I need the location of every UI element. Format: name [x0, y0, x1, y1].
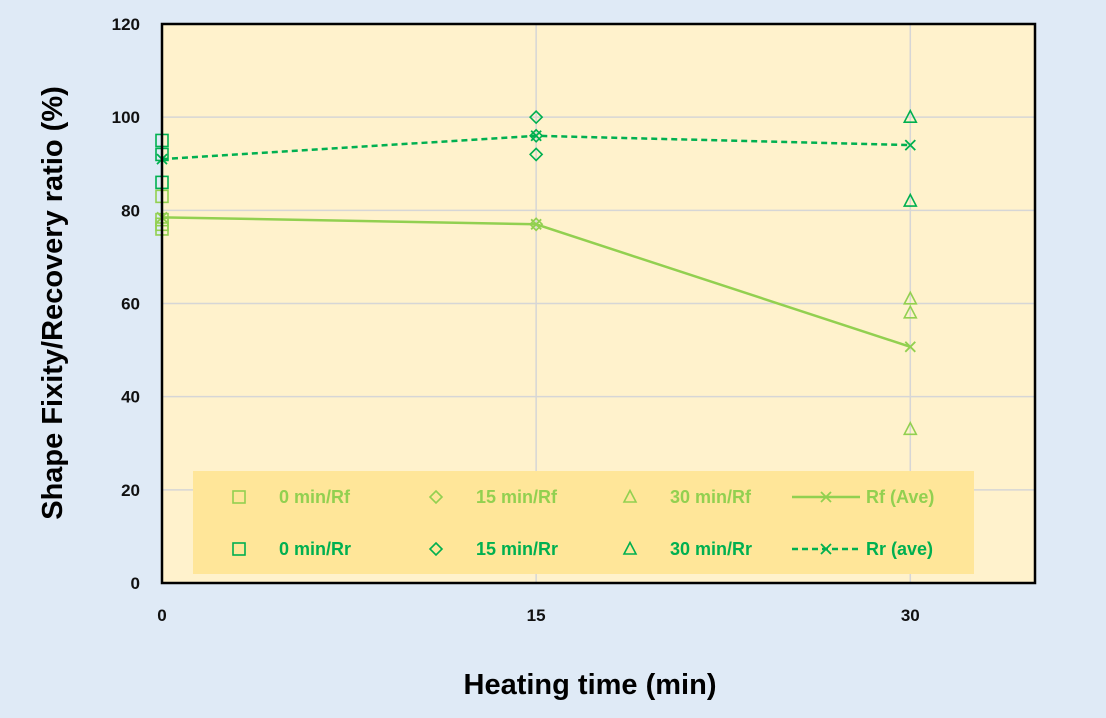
- x-tick-label: 15: [527, 606, 546, 625]
- x-axis-title: Heating time (min): [464, 669, 717, 701]
- data-point-30-min-rf: [902, 304, 918, 319]
- y-tick-label: 0: [131, 574, 140, 593]
- data-point-rf-ave: [530, 218, 542, 230]
- legend-marker-rf-ave: [820, 491, 832, 503]
- data-point-rr-ave: [530, 130, 542, 142]
- data-point-15-min-rr: [529, 110, 544, 125]
- x-tick-label: 0: [157, 606, 166, 625]
- legend-marker-30-min-rr: [622, 540, 638, 555]
- y-tick-label: 20: [121, 481, 140, 500]
- legend-label-15-min-rr: 15 min/Rr: [476, 539, 558, 559]
- y-axis-title: Shape Fixity/Recovery ratio (%): [37, 86, 69, 520]
- data-point-30-min-rf: [902, 290, 918, 305]
- legend-marker-15-min-rf: [428, 489, 444, 505]
- legend-label-rr-ave: Rr (ave): [866, 539, 933, 559]
- legend-marker-0-min-rr: [232, 542, 246, 556]
- legend-label-30-min-rf: 30 min/Rf: [670, 487, 752, 507]
- plot-border: [160, 22, 1037, 585]
- data-point-15-min-rf: [529, 217, 544, 232]
- legend-marker-rr-ave: [820, 543, 832, 555]
- legend-marker-15-min-rr: [428, 541, 444, 557]
- legend-label-rf-ave: Rf (Ave): [866, 487, 934, 507]
- legend-marker-0-min-rf: [232, 490, 246, 504]
- legend-marker-30-min-rf: [622, 488, 638, 503]
- y-tick-label: 120: [112, 15, 140, 34]
- tick-labels: 0 20 40 60 80 100 120 0 15 30: [112, 15, 920, 625]
- x-tick-label: 30: [901, 606, 920, 625]
- legend-label-30-min-rr: 30 min/Rr: [670, 539, 752, 559]
- data-point-30-min-rf: [902, 421, 918, 436]
- legend-label-0-min-rr: 0 min/Rr: [279, 539, 351, 559]
- data-point-rf-ave: [904, 341, 916, 353]
- legend-box: [193, 471, 974, 574]
- data-point-15-min-rr: [529, 147, 544, 162]
- y-tick-label: 40: [121, 388, 140, 407]
- data-point-30-min-rr: [902, 192, 918, 207]
- y-tick-label: 100: [112, 108, 140, 127]
- legend: 0 min/Rf 15 min/Rf 30 min/Rf Rf (Ave) 0 min/…: [193, 471, 974, 574]
- data-point-15-min-rr: [529, 128, 544, 143]
- legend-label-15-min-rf: 15 min/Rf: [476, 487, 558, 507]
- data-point-rr-ave: [904, 139, 916, 151]
- legend-label-0-min-rf: 0 min/Rf: [279, 487, 351, 507]
- data-point-30-min-rr: [902, 108, 918, 123]
- y-tick-label: 80: [121, 201, 140, 220]
- y-tick-label: 60: [121, 295, 140, 314]
